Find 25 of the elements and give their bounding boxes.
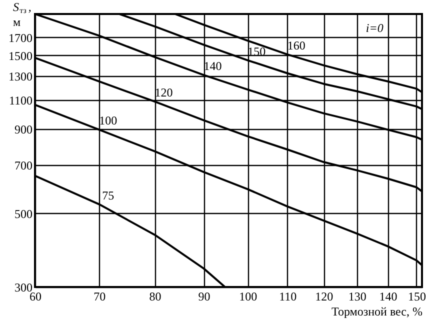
annotation: i=0: [366, 21, 384, 35]
series-label: 140: [204, 59, 222, 74]
x-tick-label: 150: [408, 290, 426, 304]
x-tick-label: 90: [198, 290, 210, 304]
y-tick-label: 900: [14, 122, 32, 136]
x-tick-label: 130: [348, 290, 366, 304]
y-tick-label: 1500: [8, 48, 32, 63]
y-tick-label: 1700: [8, 30, 32, 45]
x-tick-label: 110: [279, 290, 297, 304]
series-label: 100: [99, 114, 118, 128]
x-tick-label: 70: [94, 290, 106, 304]
x-axis-title: Тормозной вес, %: [332, 304, 422, 318]
y-tick-label: 1300: [8, 69, 32, 84]
x-tick-label: 80: [149, 290, 162, 304]
x-tick-label: 100: [239, 290, 258, 304]
x-tick-label: 140: [379, 290, 398, 304]
series-label: 160: [287, 38, 306, 52]
y-tick-label: 500: [14, 206, 32, 221]
y-tick-label: 1100: [8, 94, 32, 108]
series-label: 75: [102, 188, 114, 202]
x-tick-label: 120: [315, 290, 334, 304]
y-tick-label: 700: [14, 158, 32, 173]
x-tick-label: 60: [30, 290, 42, 304]
y-tick-label: 300: [14, 280, 32, 294]
series-label: 120: [154, 86, 173, 100]
